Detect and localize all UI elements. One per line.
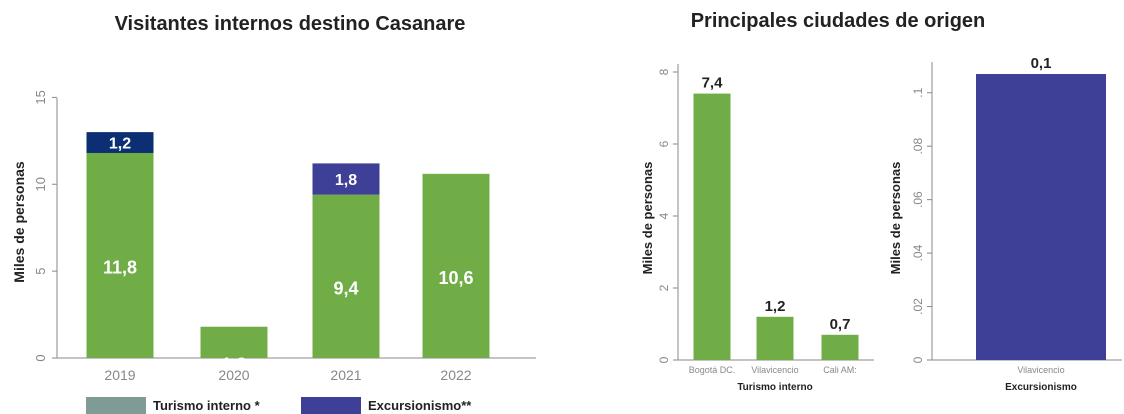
bar-ciudad	[756, 316, 794, 360]
data-label-turismo: 9,4	[333, 278, 358, 298]
legend-swatch-excursionismo	[301, 397, 361, 414]
y-tick-label: .06	[911, 191, 925, 208]
x-tick-label: Vilavicencio	[1017, 365, 1064, 375]
data-label-turismo: 10,6	[438, 268, 473, 288]
bar-excursionismo-ciudad	[976, 74, 1106, 360]
y-tick-label: 4	[657, 212, 671, 219]
y-tick-label: 0	[657, 356, 671, 363]
data-label-turismo: 1,8	[221, 354, 246, 374]
y-axis-label-turismo: Miles de personas	[640, 162, 655, 275]
y-tick-label: 10	[33, 177, 48, 191]
y-axis-label-excursionismo: Miles de personas	[888, 162, 903, 275]
x-tick-label: 2019	[104, 367, 135, 383]
bar-turismo-interno	[86, 152, 154, 358]
legend-label-turismo: Turismo interno *	[153, 398, 261, 413]
x-tick-label: Cali AM:	[823, 365, 857, 375]
y-tick-label: 5	[33, 268, 48, 275]
x-tick-label: Vilavicencio	[751, 365, 798, 375]
x-tick-label: 2020	[218, 367, 249, 383]
data-label-turismo: 11,8	[103, 257, 137, 277]
y-tick-label: 8	[657, 68, 671, 75]
data-label-excursionismo: 1,8	[335, 172, 357, 189]
y-axis-label-visitantes: Miles de personas	[11, 161, 27, 283]
x-axis-label-turismo: Turismo interno	[737, 382, 812, 393]
legend-label-excursionismo: Excursionismo**	[368, 398, 472, 413]
x-tick-label: 2022	[440, 367, 471, 383]
y-tick-label: 15	[33, 90, 48, 104]
y-tick-label: 0	[911, 356, 925, 363]
data-label-excursionismo-ciudad: 0,1	[1031, 55, 1052, 72]
chart-title-ciudades: Principales ciudades de origen	[691, 10, 986, 32]
x-tick-label: 2021	[330, 367, 361, 383]
legend: Turismo interno * Excursionismo**	[86, 397, 472, 414]
bar-turismo-interno	[312, 194, 380, 358]
y-tick-label: .08	[911, 138, 925, 155]
y-tick-label: .04	[911, 244, 925, 261]
bar-ciudad	[821, 334, 859, 360]
bar-turismo-interno	[200, 326, 268, 358]
bar-excursionismo	[86, 132, 154, 153]
x-tick-label: Bogotá DC.	[689, 365, 736, 375]
y-tick-label: .02	[911, 298, 925, 315]
y-tick-label: 2	[657, 284, 671, 291]
data-label-ciudad: 0,7	[830, 316, 851, 333]
data-label-excursionismo: 1,2	[109, 136, 131, 153]
chart-title-visitantes: Visitantes internos destino Casanare	[115, 13, 466, 35]
bar-turismo-interno	[422, 173, 490, 358]
bar-ciudad	[693, 93, 731, 360]
legend-swatch-turismo	[86, 397, 146, 414]
bar-excursionismo	[312, 163, 380, 195]
y-tick-label: 0	[33, 354, 48, 361]
y-tick-label: 6	[657, 140, 671, 147]
data-label-ciudad: 1,2	[765, 298, 786, 315]
x-axis-label-excursionismo: Excursionismo	[1005, 382, 1077, 393]
data-label-ciudad: 7,4	[702, 75, 724, 92]
y-tick-label: .1	[911, 87, 925, 97]
